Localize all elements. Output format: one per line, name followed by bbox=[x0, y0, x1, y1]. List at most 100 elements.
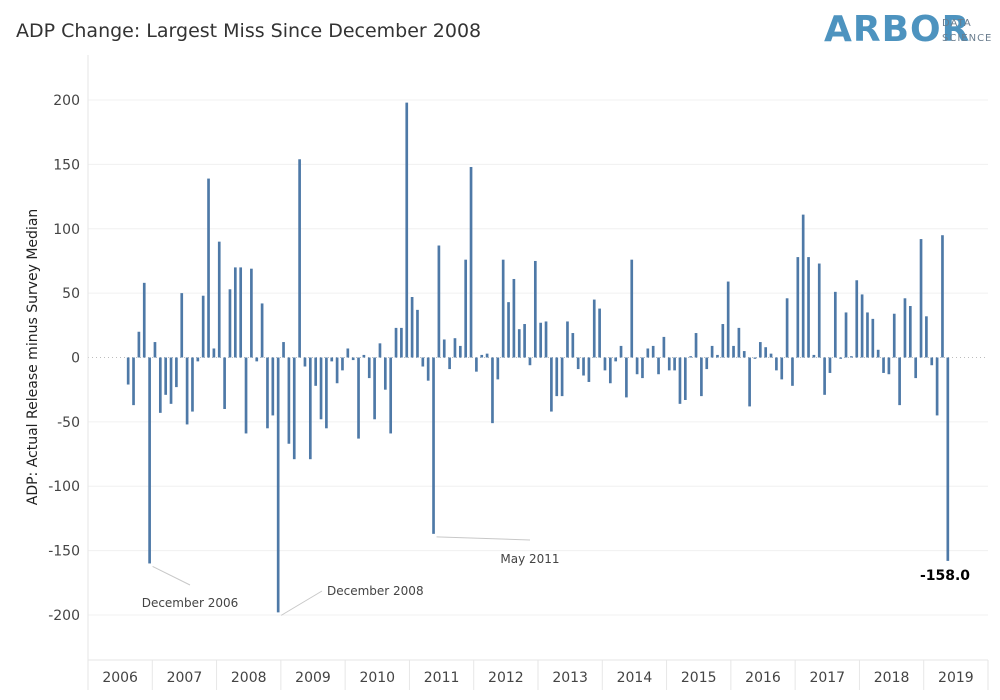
bar bbox=[207, 178, 210, 358]
bar bbox=[646, 348, 650, 358]
bar bbox=[919, 239, 923, 358]
x-tick-label: 2009 bbox=[295, 670, 331, 686]
bar bbox=[442, 339, 446, 358]
annotation-leader bbox=[436, 536, 531, 541]
bar bbox=[555, 357, 559, 397]
bar bbox=[517, 329, 521, 358]
bar bbox=[308, 357, 312, 460]
bar bbox=[742, 351, 746, 358]
bar bbox=[196, 357, 200, 362]
bar bbox=[485, 353, 489, 358]
bar bbox=[351, 357, 355, 361]
bar bbox=[657, 357, 660, 375]
bar bbox=[448, 357, 451, 370]
bar bbox=[560, 357, 564, 397]
bar bbox=[892, 313, 896, 358]
bar bbox=[758, 342, 762, 358]
y-tick-label: -100 bbox=[48, 479, 80, 495]
bar bbox=[325, 357, 328, 429]
bar bbox=[126, 357, 130, 385]
bar bbox=[458, 345, 462, 358]
y-axis-ticks: 200 150 100 50 0 -50 -100 -150 -200 bbox=[48, 93, 80, 624]
bar bbox=[491, 357, 494, 424]
y-tick-label: 100 bbox=[53, 222, 80, 238]
bar bbox=[737, 327, 741, 358]
bar bbox=[625, 357, 628, 398]
chart-title: ADP Change: Largest Miss Since December … bbox=[16, 20, 482, 42]
bar bbox=[416, 309, 419, 358]
bar bbox=[882, 357, 885, 373]
bar bbox=[678, 357, 682, 404]
bar bbox=[753, 357, 757, 359]
bar bbox=[539, 322, 543, 358]
bar bbox=[319, 357, 323, 420]
bar bbox=[266, 357, 269, 429]
bar bbox=[330, 357, 334, 362]
bar bbox=[346, 348, 350, 358]
bar bbox=[839, 357, 843, 359]
bar bbox=[748, 357, 751, 407]
bar bbox=[501, 259, 505, 358]
bar bbox=[785, 298, 789, 358]
annotation-label: December 2008 bbox=[327, 584, 424, 598]
bar bbox=[260, 303, 264, 358]
bar bbox=[871, 318, 875, 358]
x-tick-label: 2017 bbox=[809, 670, 845, 686]
gridlines bbox=[88, 99, 988, 616]
x-tick-label: 2018 bbox=[874, 670, 910, 686]
x-tick-label: 2016 bbox=[745, 670, 781, 686]
annotation-leader bbox=[280, 590, 323, 616]
bar bbox=[823, 357, 826, 395]
bar bbox=[228, 289, 232, 358]
bar bbox=[303, 357, 307, 367]
bar bbox=[233, 267, 237, 358]
bar bbox=[844, 312, 848, 358]
bar bbox=[464, 259, 468, 358]
bar bbox=[292, 357, 296, 460]
bar bbox=[582, 357, 585, 376]
bar bbox=[598, 308, 601, 358]
bar bbox=[683, 357, 687, 400]
bar bbox=[587, 357, 591, 382]
bar bbox=[566, 321, 569, 358]
annotation-leader bbox=[152, 566, 191, 586]
y-tick-label: 50 bbox=[62, 286, 80, 302]
bar bbox=[651, 345, 655, 358]
bar bbox=[201, 295, 205, 358]
bar bbox=[576, 357, 580, 370]
bar bbox=[255, 357, 259, 362]
bar bbox=[662, 336, 666, 358]
bar bbox=[276, 357, 280, 613]
bar bbox=[148, 357, 151, 564]
bars bbox=[126, 102, 950, 613]
bar bbox=[726, 281, 730, 358]
bar bbox=[876, 349, 880, 358]
bar bbox=[946, 357, 950, 561]
bar bbox=[164, 357, 168, 395]
bar bbox=[550, 357, 553, 412]
bar bbox=[169, 357, 173, 404]
bar bbox=[903, 298, 907, 358]
bar bbox=[132, 357, 135, 406]
bar bbox=[694, 333, 698, 358]
bar bbox=[866, 312, 869, 358]
bar bbox=[908, 306, 912, 358]
bar bbox=[817, 263, 821, 358]
bar bbox=[373, 357, 376, 420]
bar bbox=[528, 357, 532, 366]
bar bbox=[410, 297, 414, 358]
bar bbox=[421, 357, 425, 367]
bar bbox=[432, 357, 435, 534]
value-label: -158.0 bbox=[920, 568, 970, 584]
bar bbox=[801, 214, 805, 358]
bar bbox=[914, 357, 918, 379]
bar bbox=[533, 260, 537, 358]
bar bbox=[603, 357, 607, 371]
bar bbox=[496, 357, 500, 380]
bar bbox=[158, 357, 162, 413]
bar bbox=[705, 357, 709, 370]
bar bbox=[341, 357, 344, 371]
bar bbox=[137, 331, 141, 358]
bar bbox=[394, 327, 398, 358]
